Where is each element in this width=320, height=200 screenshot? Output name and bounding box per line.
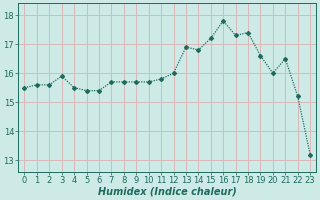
X-axis label: Humidex (Indice chaleur): Humidex (Indice chaleur) bbox=[98, 187, 237, 197]
